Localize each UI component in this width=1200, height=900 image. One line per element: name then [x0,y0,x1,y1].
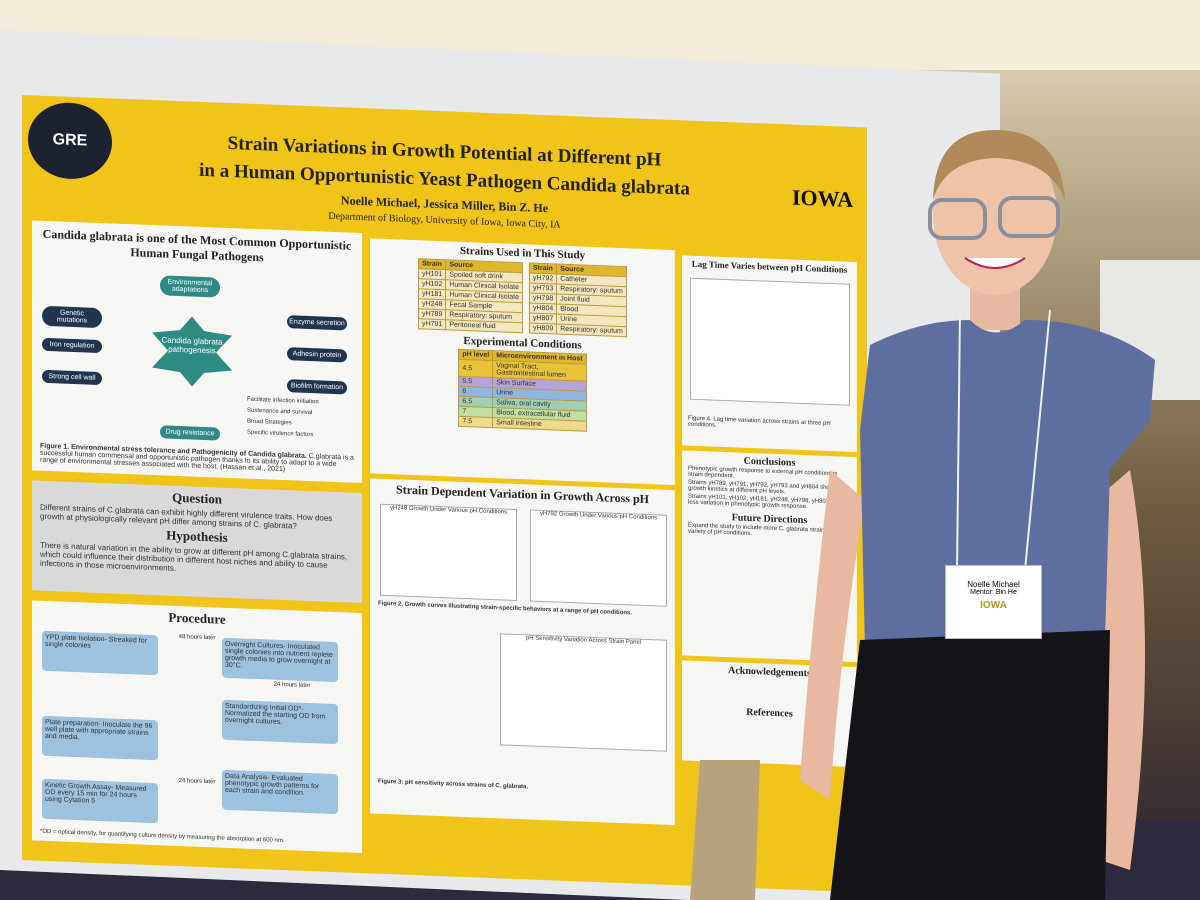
hair [933,130,1065,200]
person-behind [690,760,760,900]
brand: IOWA [980,600,1007,611]
blouse [860,320,1155,650]
arm [800,470,865,800]
smile [964,257,1026,269]
lanyard [956,309,1051,571]
pants [830,630,1110,900]
arm [1095,470,1145,870]
face [933,135,1057,295]
role: Mentor: Bin He [970,589,1017,596]
glasses [998,196,1060,238]
glasses [928,198,987,240]
name-tag: Noelle Michael Mentor: Bin He IOWA [945,565,1042,639]
name: Noelle Michael [967,580,1020,589]
